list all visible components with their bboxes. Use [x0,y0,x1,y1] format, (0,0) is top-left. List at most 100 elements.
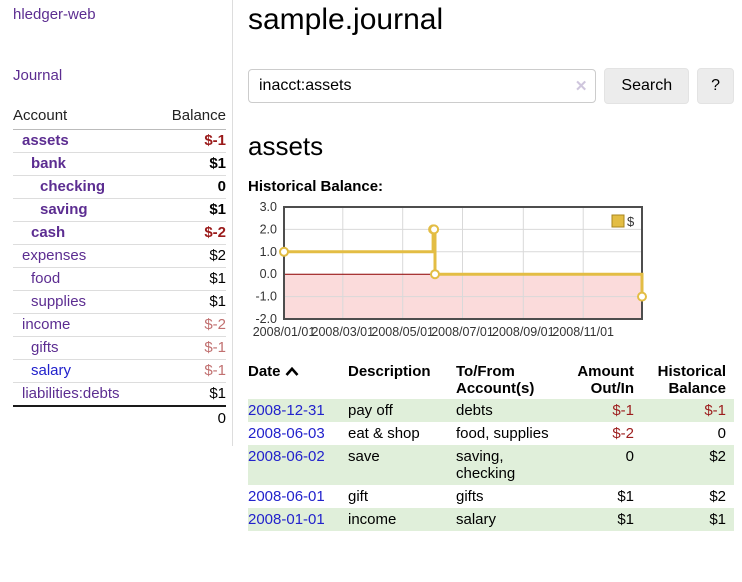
account-name-cell: bank [13,152,155,176]
account-name-cell: gifts [13,336,155,360]
account-name-cell: salary [13,359,155,383]
account-balance: $2 [154,244,226,268]
account-link-expenses[interactable]: expenses [22,247,87,264]
svg-text:$: $ [627,214,635,229]
svg-text:3.0: 3.0 [260,200,277,214]
search-box: ✕ [248,69,597,103]
app-window: hledger-web Journal Account Balance asse… [13,0,742,551]
register-row: 2008-06-03 eat & shop food, supplies $-2 0 [248,422,734,445]
account-link-assets[interactable]: assets [22,132,69,149]
svg-text:2.0: 2.0 [260,222,277,236]
account-name-cell: cash [13,221,155,245]
register-date-link[interactable]: 2008-01-01 [248,511,325,528]
register-tbody: 2008-12-31 pay off debts $-1 $-1 2008-06-03 ea… [248,399,734,531]
account-balance: 0 [154,175,226,199]
accounts-header-balance: Balance [154,105,226,130]
register-accounts-cell: food, supplies [456,425,549,442]
register-balance-cell: $-1 [704,402,726,419]
account-balance: $-1 [154,359,226,383]
register-row: 2008-12-31 pay off debts $-1 $-1 [248,399,734,422]
account-balance: $1 [154,290,226,314]
clear-search-icon[interactable]: ✕ [574,78,588,95]
account-balance: $1 [154,267,226,291]
register-date-cell: 2008-06-03 [248,422,348,445]
sort-ascending-icon [285,366,298,376]
account-link-salary[interactable]: salary [31,362,72,379]
svg-text:2008/11/01: 2008/11/01 [552,325,614,339]
account-name-cell: income [13,313,155,337]
account-link-supplies[interactable]: supplies [31,293,87,310]
register-description-cell: eat & shop [348,425,420,442]
page-title: sample.journal [248,3,444,36]
register-header-date[interactable]: Date [248,361,348,399]
register-date-cell: 2008-06-01 [248,485,348,508]
search-button[interactable]: Search [604,68,690,104]
register-row: 2008-06-02 save saving, checking 0 $2 [248,445,734,485]
register-accounts-cell: saving, checking [456,448,516,482]
register-accounts-cell: gifts [456,488,484,505]
svg-text:2008/09/01: 2008/09/01 [492,325,555,339]
account-name-cell: saving [13,198,155,222]
account-balance: $-2 [154,221,226,245]
account-link-saving[interactable]: saving [40,201,88,218]
account-row: food $1 [13,267,226,291]
account-row: salary $-1 [13,359,226,383]
account-name-cell: assets [13,130,154,153]
register-description-cell: gift [348,488,369,505]
accounts-total-spacer [13,405,155,430]
account-link-cash[interactable]: cash [31,224,66,241]
accounts-total-row: 0 [13,405,226,430]
chart-title: Historical Balance: [248,178,384,195]
account-link-liabilities-debts[interactable]: liabilities:debts [22,385,120,402]
chart-legend: $ [611,214,635,229]
register-header-balance: Historical Balance [657,363,726,397]
accounts-total-value: 0 [154,405,226,430]
accounts-header-account: Account [13,105,155,130]
register-amount-cell: 0 [625,448,634,465]
account-link-food[interactable]: food [31,270,61,287]
account-row: income $-2 [13,313,226,337]
account-name-cell: food [13,267,155,291]
account-row: cash $-2 [13,221,226,245]
register-date-link[interactable]: 2008-06-02 [248,448,325,465]
account-link-bank[interactable]: bank [31,155,67,172]
register-amount-cell: $1 [617,488,634,505]
register-date-link[interactable]: 2008-12-31 [248,402,325,419]
account-row: liabilities:debts $1 [13,382,226,406]
register-description-cell: income [348,511,397,528]
register-date-cell: 2008-01-01 [248,508,348,531]
svg-text:2008/03/01: 2008/03/01 [312,325,375,339]
account-link-income[interactable]: income [22,316,71,333]
account-balance: $1 [154,198,226,222]
svg-text:-2.0: -2.0 [255,312,277,326]
register-table: Date Description To/From Account(s) Amou… [248,361,734,531]
account-balance: $1 [154,152,226,176]
account-heading: assets [248,131,324,161]
register-row: 2008-06-01 gift gifts $1 $2 [248,485,734,508]
sidebar-item-journal[interactable]: Journal [13,67,63,84]
register-accounts-cell: salary [456,511,497,528]
svg-text:0.0: 0.0 [260,267,277,281]
brand-link[interactable]: hledger-web [13,6,96,23]
account-row: bank $1 [13,152,226,176]
register-date-link[interactable]: 2008-06-01 [248,488,325,505]
account-balance: $-1 [204,132,226,149]
register-description-cell: save [348,448,380,465]
chart-svg: $3.0 2.0 1.0 0.0 -1.0 -2.02008/01/012008/03/0… [253,200,647,339]
svg-text:2008/07/01: 2008/07/01 [431,325,494,339]
register-balance-cell: $2 [709,448,726,465]
search-input[interactable] [248,69,597,103]
register-date-link[interactable]: 2008-06-03 [248,425,325,442]
help-button[interactable]: ? [697,68,734,104]
register-date-cell: 2008-06-02 [248,445,348,485]
account-name-cell: liabilities:debts [13,382,155,406]
account-row: assets $-1 [13,130,226,153]
main-panel: sample.journal ✕ Search ? assets Histori… [233,0,742,551]
account-link-gifts[interactable]: gifts [31,339,59,356]
register-header-description: Description [348,363,431,380]
register-description-cell: pay off [348,402,393,419]
accounts-table: Account Balance assets $-1 bank $1 checking 0… [13,105,226,430]
register-header-accounts: To/From Account(s) [456,363,535,397]
register-date-cell: 2008-12-31 [248,399,348,422]
account-link-checking[interactable]: checking [40,178,106,195]
